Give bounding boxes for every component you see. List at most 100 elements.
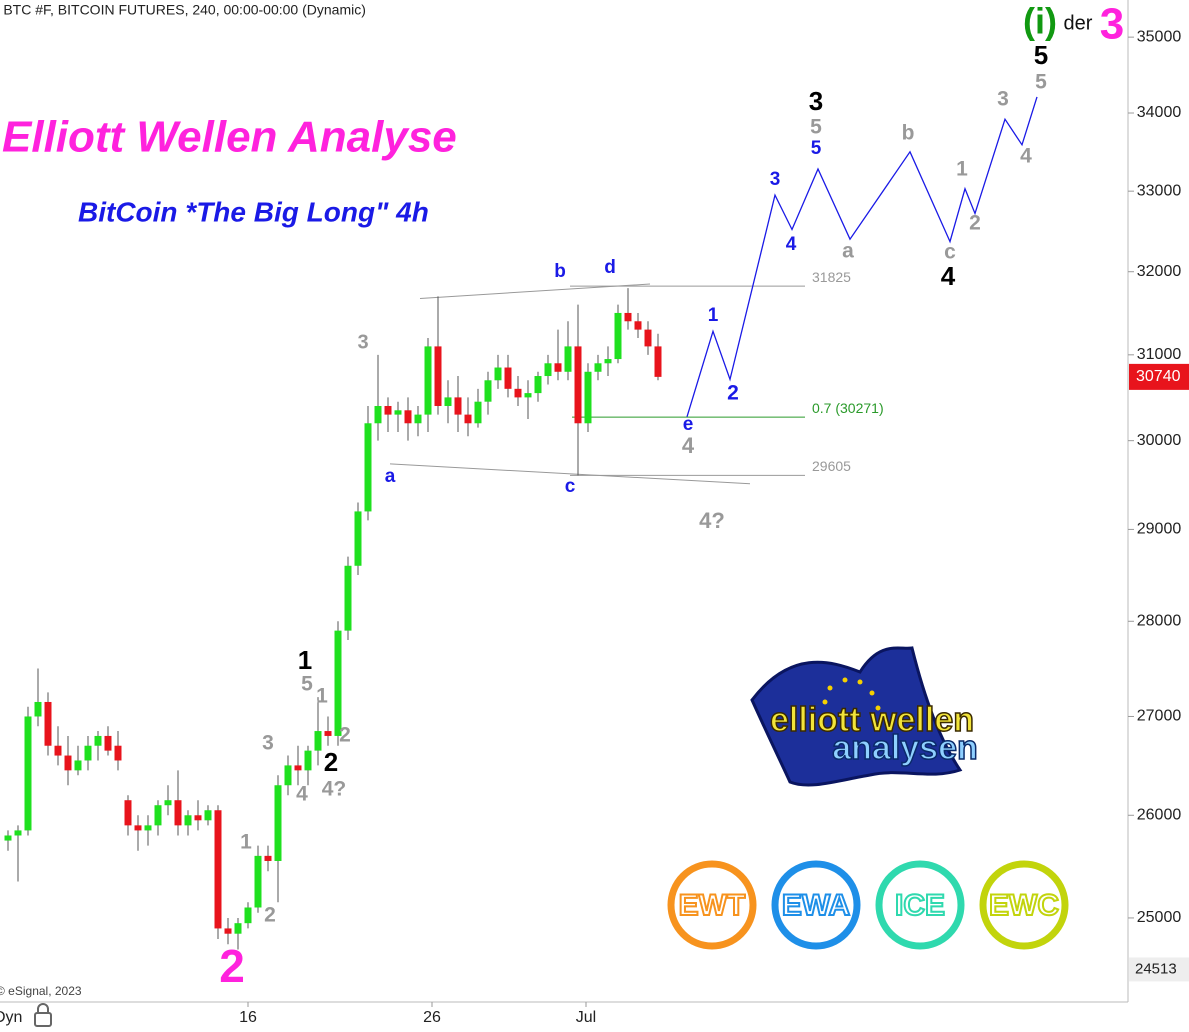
interval-label: Dyn <box>0 1009 22 1026</box>
candle-body <box>134 825 142 831</box>
candle-body <box>274 785 282 861</box>
wave-label: e <box>683 414 694 435</box>
wave-label: 5 <box>1034 40 1048 70</box>
candle-body <box>144 825 152 831</box>
wave-label: 1 <box>240 831 252 854</box>
candle-body <box>44 701 52 746</box>
candle-body <box>354 511 362 566</box>
candle-body <box>234 923 242 934</box>
candle-body <box>104 735 112 751</box>
candle-body <box>24 716 32 831</box>
level-label: 29605 <box>812 458 851 474</box>
y-tick-label: 34000 <box>1137 104 1182 121</box>
candle-body <box>614 312 622 360</box>
candle-body <box>584 371 592 424</box>
candle-body <box>34 701 42 717</box>
candle-body <box>94 735 102 746</box>
candle-body <box>464 414 472 424</box>
badge-ring <box>771 860 861 950</box>
candle-body <box>314 731 322 751</box>
y-tick-label: 26000 <box>1137 806 1182 823</box>
wave-label: b <box>554 261 566 282</box>
last-price-box <box>1129 363 1189 390</box>
degree-wave: (i) <box>1023 1 1057 42</box>
y-tick-label: 27000 <box>1137 708 1182 725</box>
low-marker-label: 24513 <box>1135 960 1177 977</box>
candle-body <box>224 928 232 934</box>
candle-body <box>434 346 442 406</box>
wave-label: 2 <box>264 904 276 927</box>
wave-label: 2 <box>727 382 739 405</box>
candle-body <box>384 405 392 415</box>
wave-label: 2 <box>969 212 981 235</box>
y-tick-label: 29000 <box>1137 521 1182 538</box>
badge-label: ICE <box>895 889 945 922</box>
badges: EWT EWA ICE EWC <box>667 860 1069 950</box>
candle-body <box>594 363 602 372</box>
candle-body <box>284 765 292 786</box>
wave-label: 2 <box>324 747 338 777</box>
wave-label: c <box>944 241 956 264</box>
wave-label: 2 <box>219 940 245 992</box>
y-tick-label: 30000 <box>1137 432 1182 449</box>
wave-label: 4 <box>1020 145 1032 168</box>
candle-body <box>204 810 212 821</box>
wave-label: 4? <box>322 778 347 801</box>
candle-body <box>574 346 582 424</box>
logo-line1: elliott wellen <box>770 701 974 739</box>
candle-body <box>54 745 62 756</box>
wave-label: 4? <box>699 508 725 533</box>
candle-body <box>524 393 532 398</box>
badge-ring <box>875 860 965 950</box>
badge-ring <box>979 860 1069 950</box>
candle-body <box>554 363 562 372</box>
candle-body <box>154 805 162 826</box>
candle-body <box>604 359 612 364</box>
candle-body <box>364 423 372 512</box>
trend-line <box>389 463 751 485</box>
candle-body <box>634 321 642 330</box>
y-tick-label: 33000 <box>1137 182 1182 199</box>
badge-label: EWT <box>679 889 746 922</box>
wave-label: 4 <box>941 261 956 291</box>
y-axis-panel <box>1128 0 1189 1027</box>
candle-body <box>84 745 92 761</box>
candle-body <box>184 815 192 826</box>
candle-body <box>514 388 522 398</box>
x-tick-label: 16 <box>239 1009 257 1026</box>
wave-label: 3 <box>809 86 823 116</box>
badge-label: EWC <box>989 889 1059 922</box>
wave-label: 3 <box>997 88 1009 111</box>
degree-target: 3 <box>1100 0 1124 49</box>
candle-body <box>14 830 22 836</box>
last-price-label: 30740 <box>1136 368 1181 385</box>
candle-body <box>414 414 422 424</box>
candle-body <box>174 800 182 826</box>
candle-body <box>494 367 502 381</box>
candle-body <box>194 815 202 821</box>
candle-body <box>484 380 492 402</box>
candle-body <box>294 765 302 771</box>
degree-of: der <box>1064 12 1093 34</box>
candle-body <box>214 810 222 929</box>
candle-body <box>394 410 402 415</box>
candle-body <box>164 800 172 806</box>
candle-body <box>64 755 72 771</box>
low-marker-box <box>1129 957 1189 982</box>
lock-icon <box>34 1003 52 1027</box>
candle-body <box>304 750 312 771</box>
candle-body <box>534 376 542 394</box>
candle-body <box>504 367 512 389</box>
wave-label: 1 <box>316 685 328 708</box>
candle-body <box>374 405 382 424</box>
wave-label: b <box>902 122 915 145</box>
y-tick-label: 28000 <box>1137 612 1182 629</box>
wave-label: 5 <box>301 673 313 696</box>
candle-body <box>114 745 122 761</box>
y-tick-label: 31000 <box>1137 346 1182 363</box>
candle-body <box>624 312 632 322</box>
badge-label: EWA <box>782 889 850 922</box>
chart-subtitle: BitCoin *The Big Long" 4h <box>78 196 429 227</box>
